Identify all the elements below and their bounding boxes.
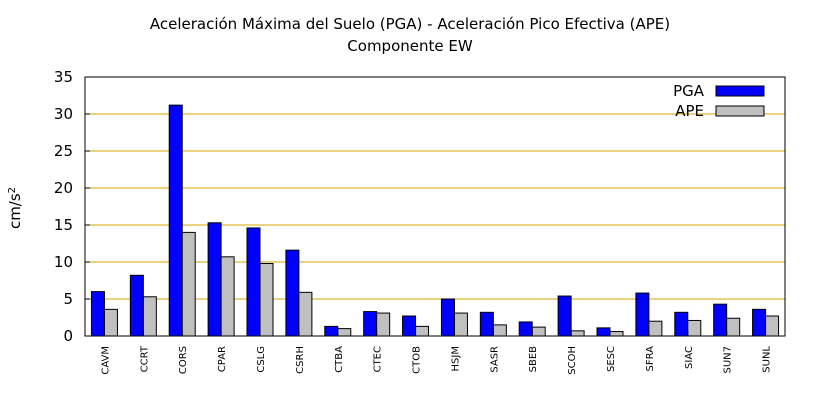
x-tick-label: CSLG [256,346,267,373]
bar-pga-sfra [635,292,650,337]
y-tick-label: 0 [63,327,73,345]
x-tick-label: CSRH [295,346,306,374]
y-tick-label: 35 [54,68,73,86]
bars [90,104,780,337]
bar-ape-ctec [376,312,391,337]
legend-label-ape: APE [675,102,704,120]
x-tick-label: SESC [606,346,617,372]
bar-ape-sbeb [531,326,546,337]
bar-ape-cors [181,231,196,337]
bar-ape-cavm [103,308,118,337]
x-tick-label: CTEC [373,346,384,372]
x-tick-label: CORS [178,346,189,374]
bar-ape-sesc [609,331,624,337]
y-tick-label: 10 [54,253,73,271]
y-ticks: 0 5 10 15 20 25 30 35 [54,68,90,345]
bar-pga-siac [674,311,689,337]
y-axis-label-unit: cm/s [6,193,24,229]
x-tick-label: SUN7 [723,346,734,374]
chart-title: Aceleración Máxima del Suelo (PGA) - Ace… [149,15,671,33]
x-tick-label: CCRT [139,345,150,372]
bar-pga-cavm [90,291,105,337]
bar-ape-sun7 [726,317,741,337]
bar-ape-sfra [648,320,663,337]
x-tick-label: SUNL [762,346,773,373]
legend-swatch-ape [715,105,765,117]
bar-pga-ctba [324,325,339,337]
y-tick-label: 20 [54,179,73,197]
bar-pga-cpar [207,222,222,337]
bar-ape-sunl [765,315,780,337]
bar-pga-cslg [246,227,261,337]
x-tick-label: SCOH [567,346,578,375]
chart-subtitle: Componente EW [347,37,473,55]
bar-pga-sunl [752,308,767,337]
bar-ape-cpar [220,256,235,337]
x-tick-label: SBEB [528,346,539,373]
bar-ape-scoh [570,330,585,337]
x-tick-label: HSJM [450,346,461,371]
y-axis-label: cm/s2 [6,187,24,229]
x-tick-label: CTBA [334,346,345,373]
x-tick-label: SASR [489,346,500,373]
bar-ape-sasr [492,324,507,337]
bar-pga-ctob [402,315,417,337]
bar-ape-ctob [415,325,430,337]
x-tick-label: CTOB [412,346,423,374]
bar-ape-csrh [298,291,313,337]
bar-pga-hsjm [440,298,455,337]
y-tick-label: 30 [54,105,73,123]
y-axis-label-exponent: 2 [7,187,18,193]
y-tick-label: 5 [63,290,73,308]
x-tick-label: CPAR [217,346,228,372]
bar-pga-cors [168,104,183,337]
bar-pga-ccrt [129,274,144,337]
bar-ape-ccrt [142,296,157,337]
bar-pga-scoh [557,295,572,337]
bar-ape-cslg [259,262,274,337]
x-ticks: CAVM CCRT CORS CPAR CSLG CSRH CTBA CTEC CTOB HSJM… [100,331,773,375]
bar-pga-sbeb [518,321,533,337]
bar-ape-siac [687,319,702,337]
legend: PGA APE [673,82,765,120]
bar-pga-sun7 [713,303,728,337]
x-tick-label: SFRA [645,346,656,372]
bar-pga-sasr [479,311,494,337]
y-tick-label: 25 [54,142,73,160]
gridlines [85,113,785,300]
x-tick-label: CAVM [100,346,111,375]
y-tick-label: 15 [54,216,73,234]
x-tick-label: SIAC [684,346,695,369]
bar-pga-sesc [596,327,611,337]
bar-ape-ctba [337,328,352,337]
bar-pga-ctec [363,311,378,337]
legend-label-pga: PGA [673,82,705,100]
bar-pga-csrh [285,249,300,337]
bar-ape-hsjm [453,312,468,337]
plot-frame [84,76,786,337]
legend-swatch-pga [715,85,765,97]
